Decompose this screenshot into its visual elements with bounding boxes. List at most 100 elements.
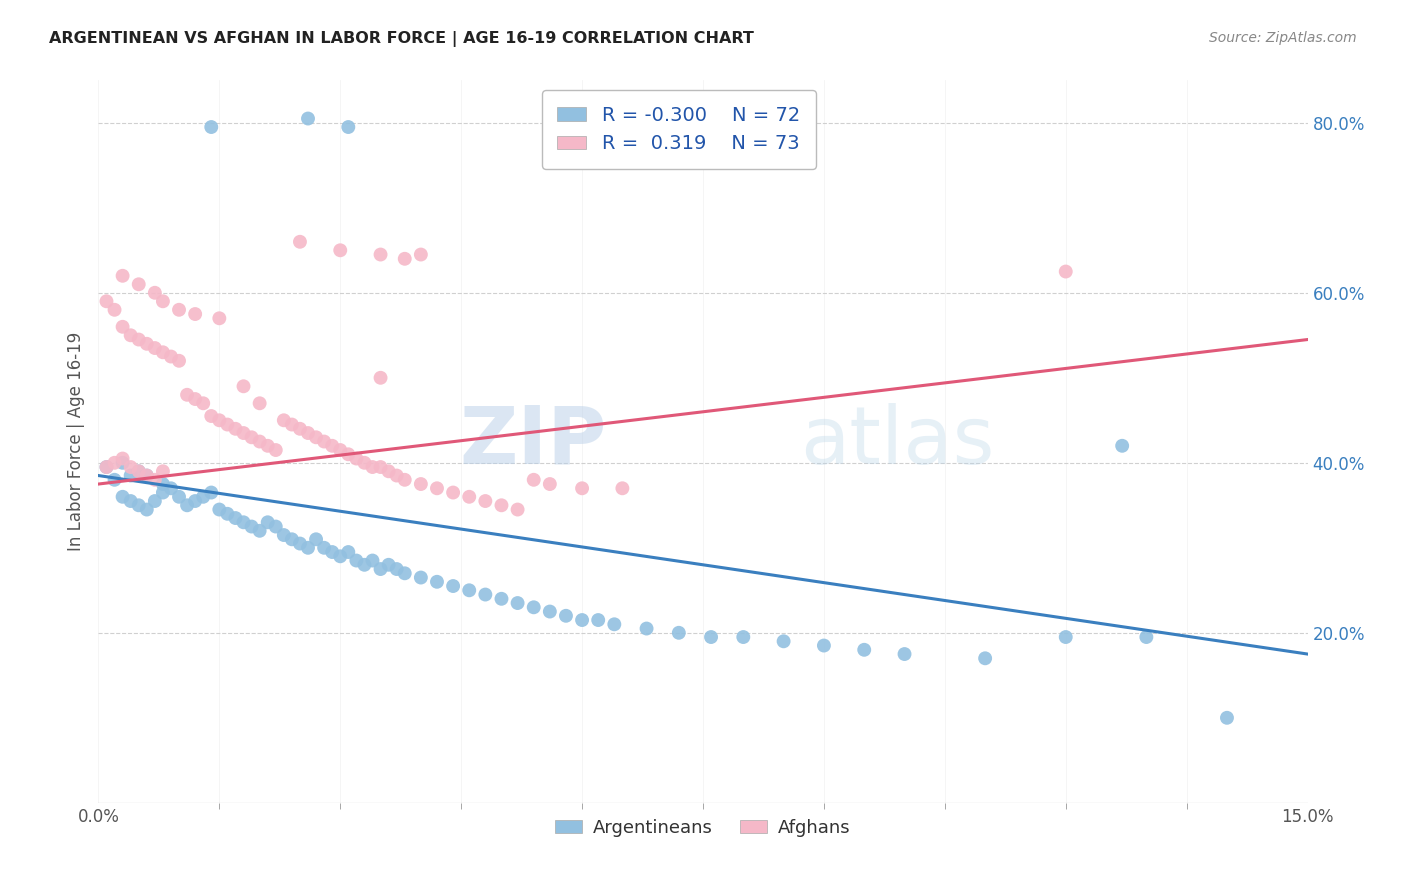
Point xyxy=(538,477,561,491)
Point xyxy=(288,235,311,249)
Point xyxy=(176,388,198,402)
Point xyxy=(361,460,384,475)
Point xyxy=(426,481,449,495)
Point xyxy=(636,622,658,636)
Point xyxy=(264,443,287,458)
Point xyxy=(612,481,634,495)
Point xyxy=(370,562,392,576)
Point xyxy=(249,434,271,449)
Point xyxy=(523,600,546,615)
Point xyxy=(974,651,997,665)
Point xyxy=(321,545,343,559)
Point xyxy=(143,285,166,300)
Point xyxy=(128,333,150,347)
Point xyxy=(160,481,183,495)
Point xyxy=(135,468,157,483)
Point xyxy=(385,468,408,483)
Point xyxy=(152,477,174,491)
Point xyxy=(337,447,360,461)
Point xyxy=(314,541,336,555)
Point xyxy=(152,294,174,309)
Point xyxy=(474,588,496,602)
Point xyxy=(96,460,118,475)
Point xyxy=(491,591,513,606)
Point xyxy=(143,341,166,355)
Point xyxy=(193,396,215,410)
Point xyxy=(441,485,464,500)
Point xyxy=(297,425,319,440)
Point xyxy=(394,473,416,487)
Point xyxy=(96,460,118,475)
Point xyxy=(668,625,690,640)
Point xyxy=(200,409,222,423)
Point xyxy=(297,541,319,555)
Point xyxy=(329,244,352,258)
Point xyxy=(256,516,278,530)
Point xyxy=(458,490,481,504)
Point xyxy=(305,533,328,547)
Point xyxy=(217,417,239,432)
Point xyxy=(224,511,246,525)
Point xyxy=(160,350,183,364)
Point xyxy=(111,451,134,466)
Point xyxy=(135,468,157,483)
Point xyxy=(409,247,432,261)
Point xyxy=(103,456,125,470)
Point xyxy=(184,494,207,508)
Point xyxy=(281,417,304,432)
Point xyxy=(240,519,263,533)
Point xyxy=(1054,264,1077,278)
Point xyxy=(249,396,271,410)
Point xyxy=(152,485,174,500)
Point xyxy=(441,579,464,593)
Point xyxy=(256,439,278,453)
Point xyxy=(264,519,287,533)
Point xyxy=(1135,630,1157,644)
Point xyxy=(224,422,246,436)
Point xyxy=(361,553,384,567)
Point xyxy=(491,498,513,512)
Point xyxy=(353,456,375,470)
Point xyxy=(184,392,207,406)
Point xyxy=(586,613,609,627)
Point xyxy=(208,311,231,326)
Point xyxy=(120,328,142,343)
Point xyxy=(249,524,271,538)
Point xyxy=(232,425,254,440)
Point xyxy=(853,642,876,657)
Point xyxy=(288,422,311,436)
Point xyxy=(120,494,142,508)
Text: atlas: atlas xyxy=(800,402,994,481)
Point xyxy=(409,570,432,584)
Point xyxy=(370,460,392,475)
Point xyxy=(200,485,222,500)
Point xyxy=(128,277,150,292)
Point xyxy=(103,302,125,317)
Point xyxy=(329,443,352,458)
Point xyxy=(217,507,239,521)
Point xyxy=(120,468,142,483)
Point xyxy=(377,558,399,572)
Legend: Argentineans, Afghans: Argentineans, Afghans xyxy=(548,812,858,845)
Point xyxy=(208,413,231,427)
Point xyxy=(700,630,723,644)
Point xyxy=(111,319,134,334)
Point xyxy=(603,617,626,632)
Point xyxy=(538,605,561,619)
Point xyxy=(370,247,392,261)
Point xyxy=(143,494,166,508)
Point xyxy=(111,490,134,504)
Point xyxy=(273,413,295,427)
Point xyxy=(506,596,529,610)
Point xyxy=(555,608,578,623)
Point xyxy=(232,379,254,393)
Point xyxy=(329,549,352,564)
Point xyxy=(344,451,367,466)
Point xyxy=(772,634,794,648)
Point xyxy=(409,477,432,491)
Point xyxy=(426,574,449,589)
Text: Source: ZipAtlas.com: Source: ZipAtlas.com xyxy=(1209,31,1357,45)
Point xyxy=(167,353,190,368)
Point xyxy=(337,545,360,559)
Point xyxy=(344,553,367,567)
